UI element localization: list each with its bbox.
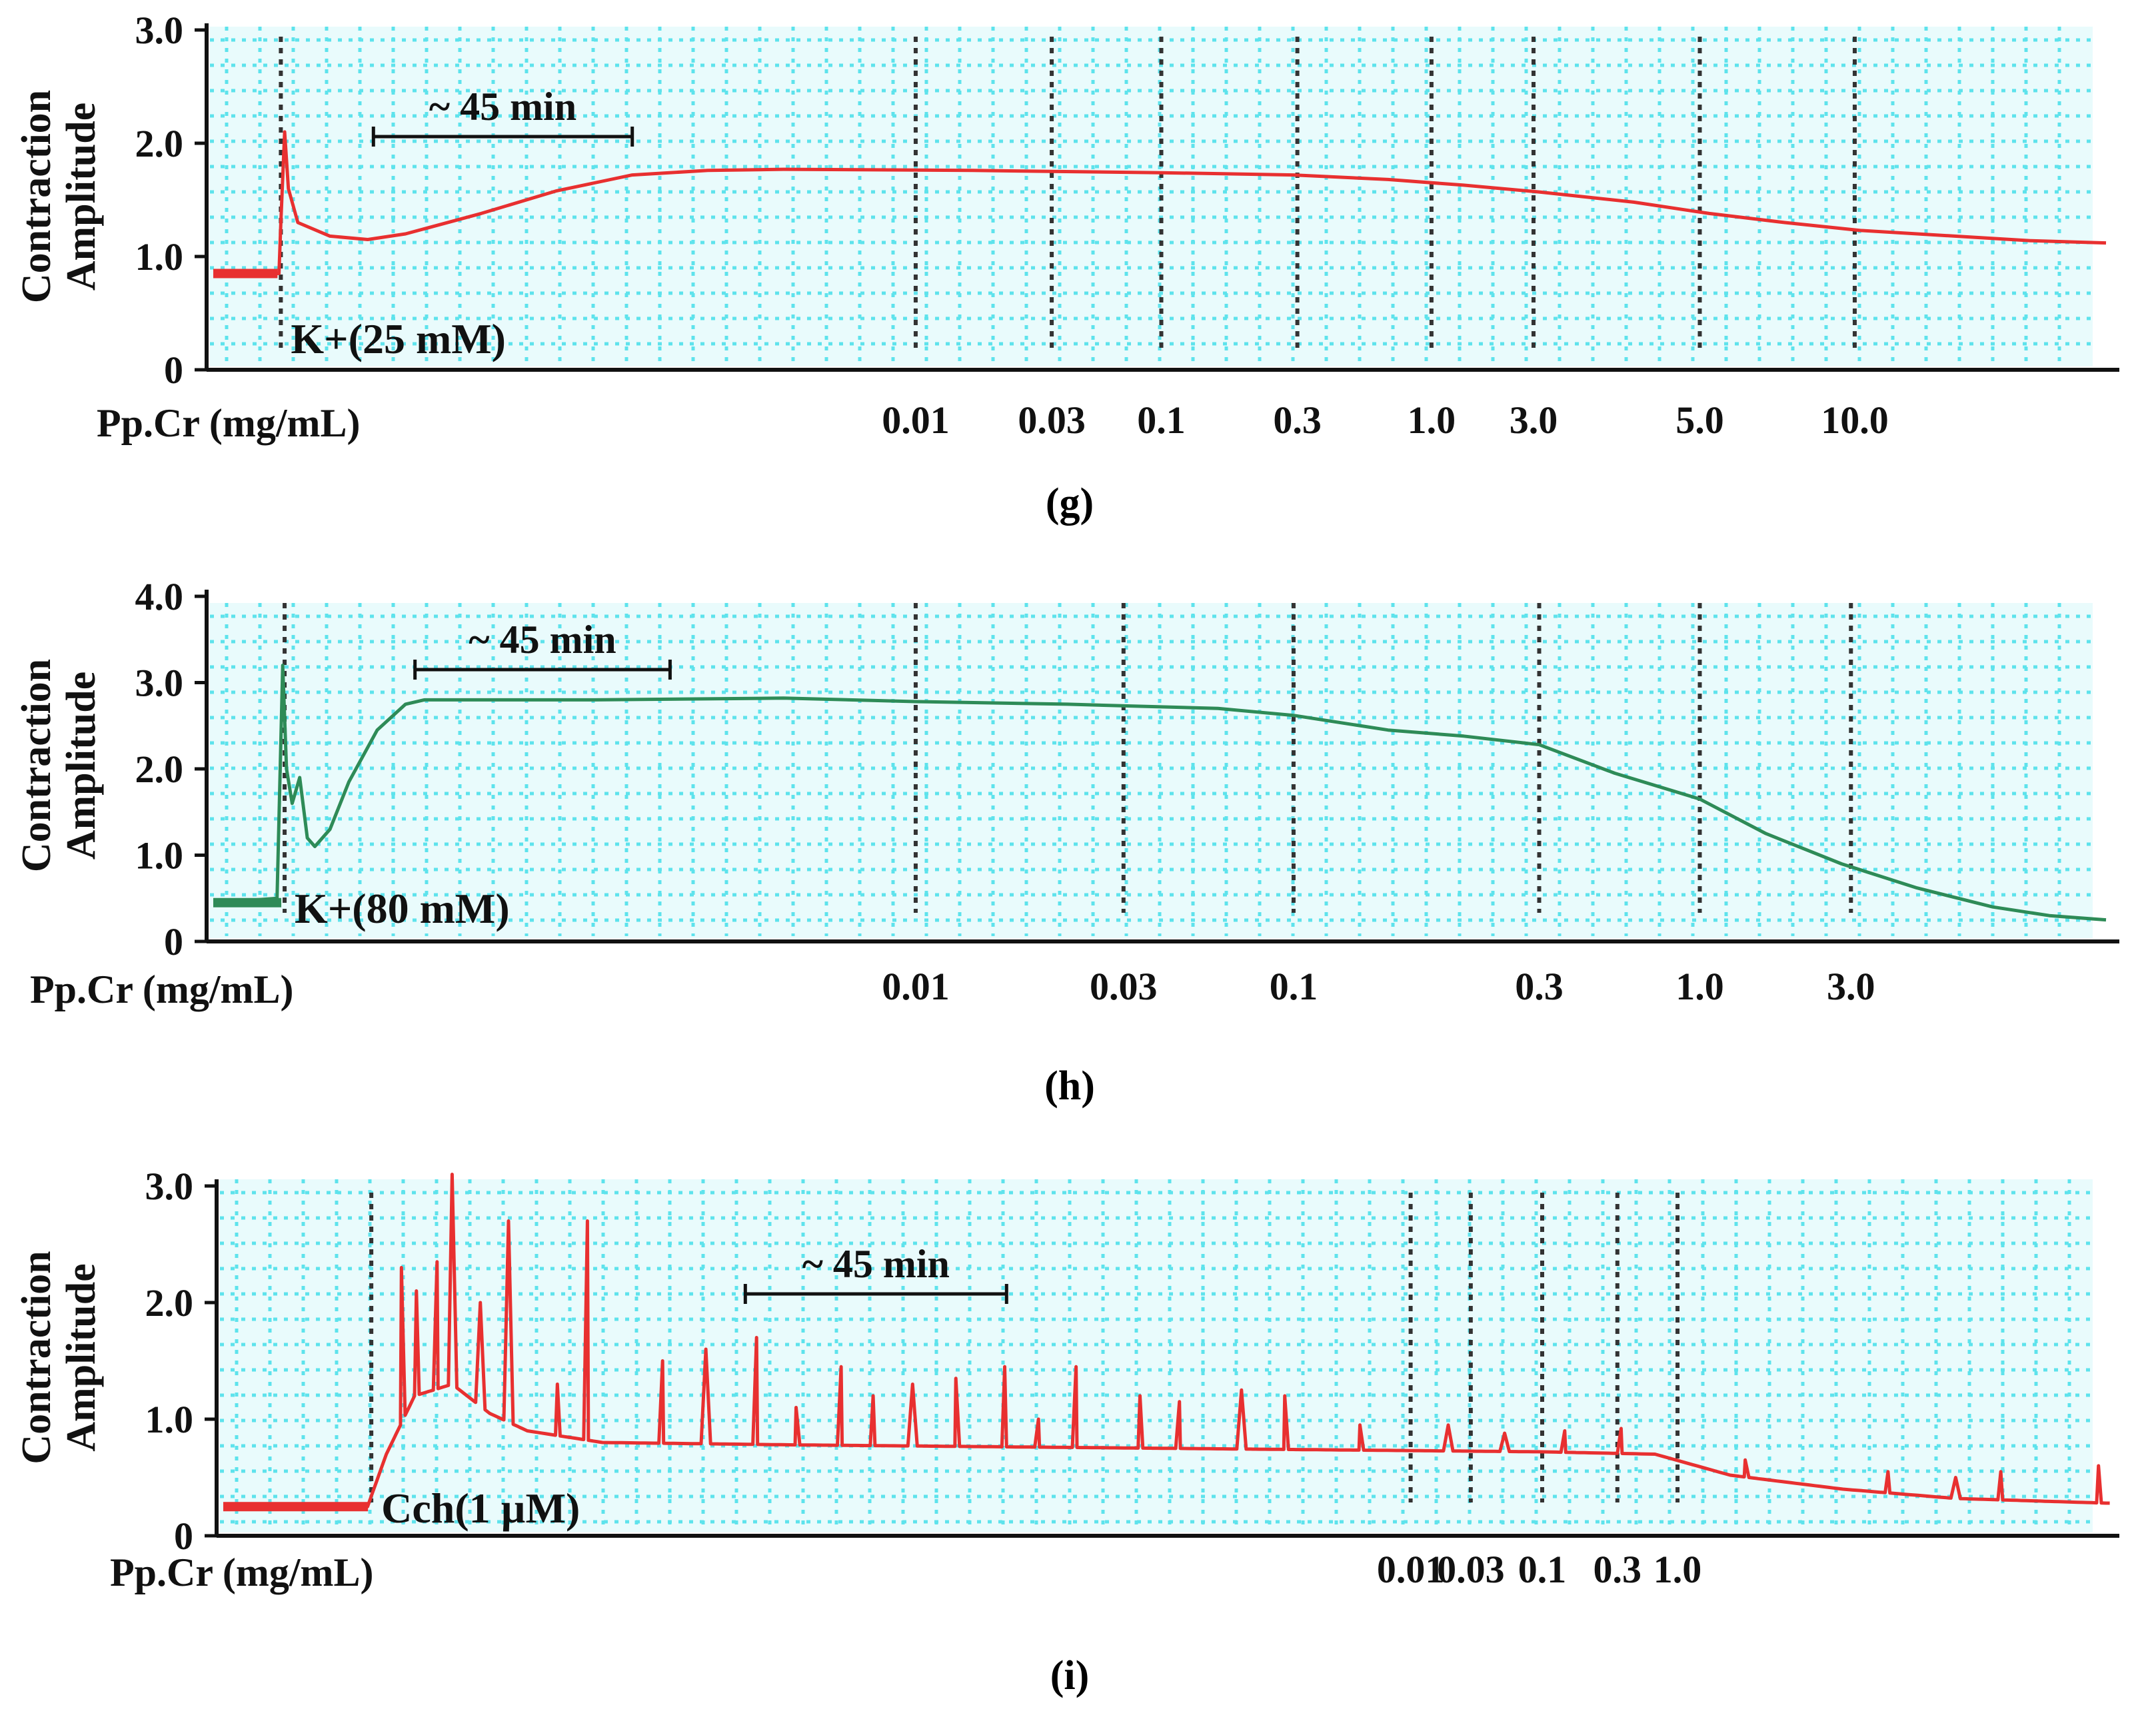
trace-line — [227, 1173, 2110, 1508]
y-tick-label: 1.0 — [135, 235, 184, 279]
timebar-label: ~ 45 min — [802, 1242, 950, 1286]
panel-h: 0 1.0 2.0 3.0 4.0 Contraction Amplitude K+(80 m… — [14, 575, 2119, 1011]
dose-label: 0.03 — [1090, 965, 1158, 1008]
dose-label: 0.3 — [1515, 965, 1564, 1008]
dose-label: 0.1 — [1270, 965, 1318, 1008]
panel-g: 0 1.0 2.0 3.0 Contraction Amplitude K+(25 mM) 0… — [14, 9, 2119, 445]
y-axis-title-line2: Amplitude — [59, 103, 104, 290]
y-tick-label: 4.0 — [135, 575, 184, 618]
dose-label: 0.01 — [882, 398, 950, 442]
y-axis-title-line2: Amplitude — [59, 1263, 104, 1451]
grid-lines — [210, 603, 2093, 936]
dose-label: 3.0 — [1510, 398, 1558, 442]
grid-lines — [220, 1179, 2093, 1530]
caption-h: (h) — [1044, 1063, 1095, 1109]
y-tick-label: 0 — [174, 1514, 193, 1558]
dose-label: 0.3 — [1273, 398, 1322, 442]
caption-i: (i) — [1050, 1653, 1090, 1698]
agonist-label: Cch(1 µM) — [381, 1484, 580, 1532]
dose-label: 0.1 — [1518, 1548, 1567, 1591]
dose-label: 10.0 — [1821, 398, 1889, 442]
grid-background — [210, 603, 2093, 938]
dose-label: 1.0 — [1675, 965, 1724, 1008]
dose-label: 0.01 — [1377, 1548, 1445, 1591]
dose-label: 1.0 — [1653, 1548, 1702, 1591]
y-axis-title-line1: Contraction — [14, 90, 59, 303]
dose-label: 1.0 — [1408, 398, 1456, 442]
y-tick-label: 3.0 — [135, 9, 184, 52]
panel-i: 0 1.0 2.0 3.0 Contraction Amplitude Cch(1 µM) 0… — [14, 1165, 2119, 1594]
y-axis-title-line1: Contraction — [14, 659, 59, 872]
y-tick-label: 2.0 — [135, 748, 184, 791]
trace-line — [217, 130, 2107, 275]
timebar-label: ~ 45 min — [469, 618, 616, 662]
dose-label: 0.03 — [1437, 1548, 1505, 1591]
caption-g: (g) — [1045, 480, 1094, 526]
dose-label: 0.03 — [1018, 398, 1086, 442]
y-tick-label: 0 — [164, 920, 183, 963]
y-tick-label: 3.0 — [145, 1165, 194, 1208]
y-tick-label: 1.0 — [135, 834, 184, 877]
dose-label: 0.01 — [882, 965, 950, 1008]
y-tick-label: 3.0 — [135, 662, 184, 705]
dose-label: 5.0 — [1675, 398, 1724, 442]
grid-background — [220, 1179, 2093, 1532]
y-axis-title-line1: Contraction — [14, 1251, 59, 1464]
dose-label: 0.3 — [1594, 1548, 1642, 1591]
dose-axis-title: Pp.Cr (mg/mL) — [97, 401, 361, 445]
timebar-label: ~ 45 min — [429, 85, 576, 129]
agonist-label: K+(25 mM) — [291, 315, 506, 362]
y-tick-label: 2.0 — [135, 122, 184, 165]
trace-line — [216, 664, 2107, 922]
y-axis-title-line2: Amplitude — [59, 672, 104, 860]
dose-axis-title: Pp.Cr (mg/mL) — [110, 1550, 374, 1594]
grid-background — [210, 27, 2093, 366]
dose-label: 3.0 — [1827, 965, 1875, 1008]
y-tick-label: 0 — [164, 348, 183, 392]
agonist-label: K+(80 mM) — [295, 885, 510, 932]
y-tick-label: 1.0 — [145, 1398, 194, 1441]
dose-label: 0.1 — [1137, 398, 1186, 442]
y-tick-label: 2.0 — [145, 1281, 194, 1325]
dose-axis-title: Pp.Cr (mg/mL) — [30, 967, 294, 1011]
